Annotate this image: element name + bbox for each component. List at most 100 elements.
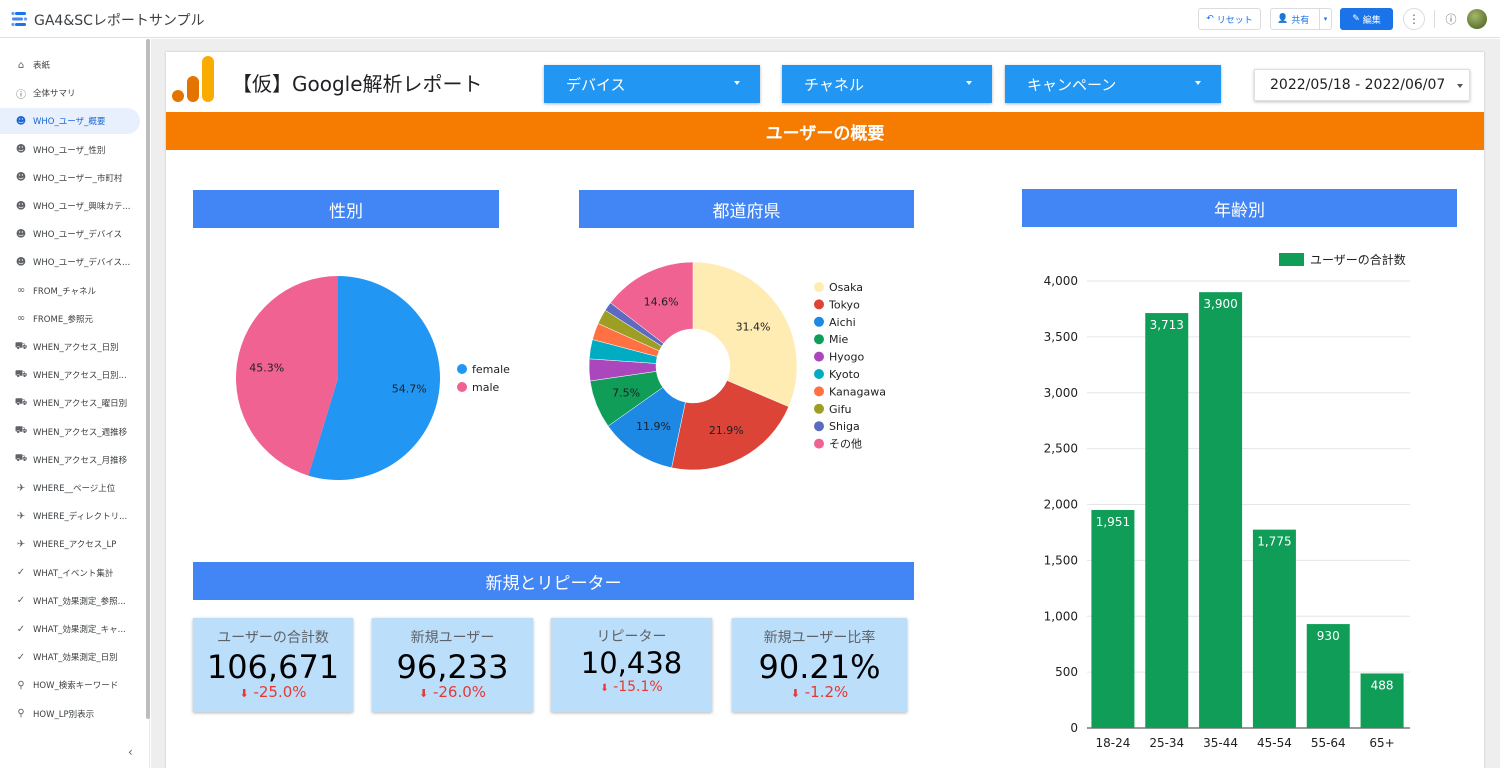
truck-icon: ⛟	[14, 425, 28, 437]
bar-data-label: 488	[1371, 678, 1394, 692]
face-icon: ☻	[15, 115, 27, 127]
y-tick-label: 0	[1070, 721, 1078, 735]
face-icon: ☻	[15, 172, 27, 184]
legend-swatch	[814, 369, 824, 379]
kpi-label: ユーザーの合計数	[217, 630, 329, 646]
avatar[interactable]	[1467, 9, 1487, 29]
sidebar-item[interactable]: ☻ WHO_ユーザ_デバイス...	[0, 249, 140, 275]
y-tick-label: 1,000	[1044, 609, 1078, 623]
sidebar-scrollbar[interactable]	[146, 39, 150, 719]
sidebar-item[interactable]: ✈ WHERE_アクセス_LP	[0, 531, 140, 557]
kpi-delta-value: -1.2%	[804, 683, 849, 701]
legend-swatch	[814, 351, 824, 362]
sidebar-item[interactable]: ☻ WHO_ユーザ_興味カテ...	[0, 193, 140, 219]
sidebar-item[interactable]: ✈ WHERE__ページ上位	[0, 475, 140, 501]
search-icon: ⚲	[17, 679, 25, 691]
sidebar-item-label: HOW_検索キーワード	[33, 681, 119, 692]
reset-button[interactable]: ↶ リセット	[1198, 8, 1261, 30]
help-icon[interactable]: ⓘ	[1445, 13, 1457, 26]
airplane-icon: ✈	[16, 538, 26, 550]
sidebar-item[interactable]: ∞ FROM_チャネル	[0, 278, 140, 304]
sidebar-item[interactable]: ∞ FROME_参照元	[0, 306, 140, 332]
sidebar-item[interactable]: ✓ WHAT_効果測定_参照...	[0, 588, 140, 614]
kpi-delta-value: -26.0%	[432, 683, 487, 701]
arrow-down-icon: ⬇	[239, 687, 249, 700]
bar	[1199, 292, 1243, 728]
edit-button[interactable]: ✎ 編集	[1340, 8, 1393, 30]
channel-filter-label: チャネル	[804, 75, 864, 94]
date-range-value: 2022/05/18 - 2022/06/07	[1270, 77, 1446, 93]
age-header: 年齢別	[1022, 189, 1457, 227]
sidebar-item-label: WHO_ユーザ_デバイス	[33, 230, 123, 241]
report-name[interactable]: GA4&SCレポートサンプル	[34, 13, 205, 29]
sidebar-item-label: WHERE_アクセス_LP	[33, 540, 117, 551]
sidebar-item[interactable]: ☻ WHO_ユーザ_性別	[0, 137, 140, 163]
sidebar-item-label: WHERE_ディレクトリ...	[33, 512, 128, 523]
sidebar-item[interactable]: ⛟ WHEN_アクセス_日別	[0, 334, 140, 360]
arrow-down-icon: ⬇	[790, 687, 800, 700]
device-filter-label: デバイス	[566, 75, 626, 94]
bar	[1145, 313, 1189, 728]
legend-entry: female	[472, 363, 510, 376]
check-icon: ✓	[16, 567, 26, 579]
chevron-down-icon	[966, 81, 972, 85]
bar-data-label: 3,900	[1203, 297, 1237, 311]
sidebar-item-label: WHEN_アクセス_日別...	[33, 371, 127, 382]
gender-header: 性別	[193, 190, 499, 228]
slice-data-label: 31.4%	[736, 320, 771, 333]
channel-filter[interactable]: チャネル	[782, 65, 992, 103]
home-icon: ⌂	[17, 59, 25, 71]
bar-data-label: 1,951	[1096, 515, 1130, 529]
share-button[interactable]: 👤 共有 ▾	[1270, 8, 1332, 30]
report-title: 【仮】Google解析レポート	[232, 72, 483, 96]
date-range-picker[interactable]: 2022/05/18 - 2022/06/07	[1254, 69, 1470, 101]
sidebar-item[interactable]: ⌂ 表紙	[0, 52, 140, 78]
sidebar-item[interactable]: ✓ WHAT_効果測定_キャ...	[0, 616, 140, 642]
sidebar-item[interactable]: ⛟ WHEN_アクセス_曜日別	[0, 390, 140, 416]
slice-data-label: 7.5%	[612, 387, 640, 400]
pencil-icon: ✎	[1352, 14, 1360, 24]
link-icon: ∞	[16, 313, 26, 325]
x-tick-label: 35-44	[1203, 736, 1238, 750]
sidebar-item[interactable]: ⛟ WHEN_アクセス_週推移	[0, 419, 140, 445]
data-studio-logo-icon	[11, 11, 28, 27]
x-tick-label: 55-64	[1311, 736, 1346, 750]
sidebar-item[interactable]: ⚲ HOW_LP別表示	[0, 701, 140, 727]
sidebar-item[interactable]: ⛟ WHEN_アクセス_月推移	[0, 447, 140, 473]
sidebar-item[interactable]: ✈ WHERE_ディレクトリ...	[0, 503, 140, 529]
sidebar-item[interactable]: ⚲ HOW_検索キーワード	[0, 672, 140, 698]
legend-entry: Kanagawa	[829, 385, 886, 398]
top-bar: GA4&SCレポートサンプル ↶ リセット 👤 共有 ▾ ✎ 編集 ⋮ ⓘ	[0, 0, 1500, 38]
reset-label: リセット	[1216, 15, 1253, 26]
sidebar-item[interactable]: ✓ WHAT_イベント集計	[0, 560, 140, 586]
more-options-icon[interactable]: ⋮	[1403, 8, 1425, 30]
device-filter[interactable]: デバイス	[544, 65, 760, 103]
bar	[1360, 673, 1404, 728]
sidebar-item-label: FROME_参照元	[33, 314, 93, 325]
sidebar-item[interactable]: ☻ WHO_ユーザ_概要	[0, 108, 140, 135]
sidebar-item[interactable]: ⓘ 全体サマリ	[0, 80, 140, 106]
sidebar-item[interactable]: ☻ WHO_ユーザ_デバイス	[0, 221, 140, 247]
share-dropdown-icon[interactable]: ▾	[1319, 9, 1331, 29]
sidebar-item[interactable]: ⛟ WHEN_アクセス_日別...	[0, 362, 140, 388]
face-icon: ☻	[15, 144, 27, 156]
legend-swatch	[814, 299, 824, 310]
sidebar-item[interactable]: ☻ WHO_ユーザー_市町村	[0, 165, 140, 191]
chevron-down-icon	[1457, 84, 1463, 88]
y-tick-label: 3,500	[1044, 330, 1078, 344]
legend-swatch	[457, 364, 467, 374]
truck-icon: ⛟	[14, 368, 28, 380]
truck-icon: ⛟	[14, 396, 28, 408]
campaign-filter[interactable]: キャンペーン	[1005, 65, 1221, 103]
toolbar-divider	[1434, 10, 1435, 28]
x-tick-label: 45-54	[1257, 736, 1292, 750]
arrow-down-icon: ⬇	[600, 683, 609, 694]
edit-label: 編集	[1362, 15, 1381, 26]
google-analytics-logo-icon	[172, 56, 214, 102]
collapse-sidebar-icon[interactable]: ‹	[128, 745, 133, 759]
legend-swatch	[814, 386, 824, 397]
sidebar-item[interactable]: ✓ WHAT_効果測定_日別	[0, 644, 140, 670]
bar-data-label: 3,713	[1150, 318, 1184, 332]
kpi-value: 90.21%	[758, 648, 881, 686]
